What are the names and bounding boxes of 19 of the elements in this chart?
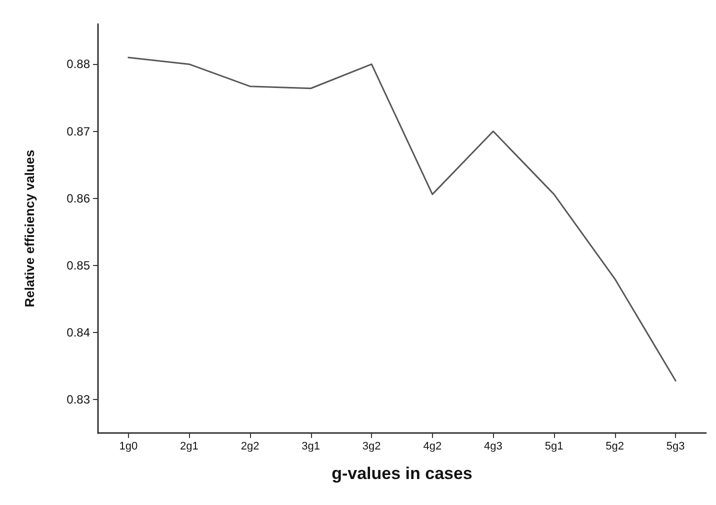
x-tick-label: 5g2: [606, 440, 624, 452]
y-tick-label: 0.85: [66, 258, 90, 272]
x-tick-label: 5g3: [666, 440, 685, 452]
x-tick-label: 1g0: [119, 440, 138, 452]
line-series: [128, 56, 676, 382]
x-tick-label: 2g2: [240, 440, 260, 452]
y-axis-title: Relative efficiency values: [22, 150, 37, 308]
x-tick-label: 4g2: [423, 440, 442, 452]
x-tick-label: 4g3: [484, 440, 502, 452]
y-tick-label: 0.86: [66, 191, 90, 206]
y-tick-label: 0.87: [66, 124, 90, 138]
x-tick-label: 5g1: [544, 440, 564, 452]
x-tick-label: 3g1: [302, 440, 320, 452]
x-axis-title: g-values in cases: [332, 464, 472, 483]
y-tick-label: 0.84: [66, 325, 90, 340]
x-tick-label: 3g2: [362, 440, 381, 452]
x-tick-label: 2g1: [180, 440, 198, 452]
y-tick-label: 0.88: [66, 57, 90, 72]
y-tick-label: 0.83: [66, 392, 90, 406]
